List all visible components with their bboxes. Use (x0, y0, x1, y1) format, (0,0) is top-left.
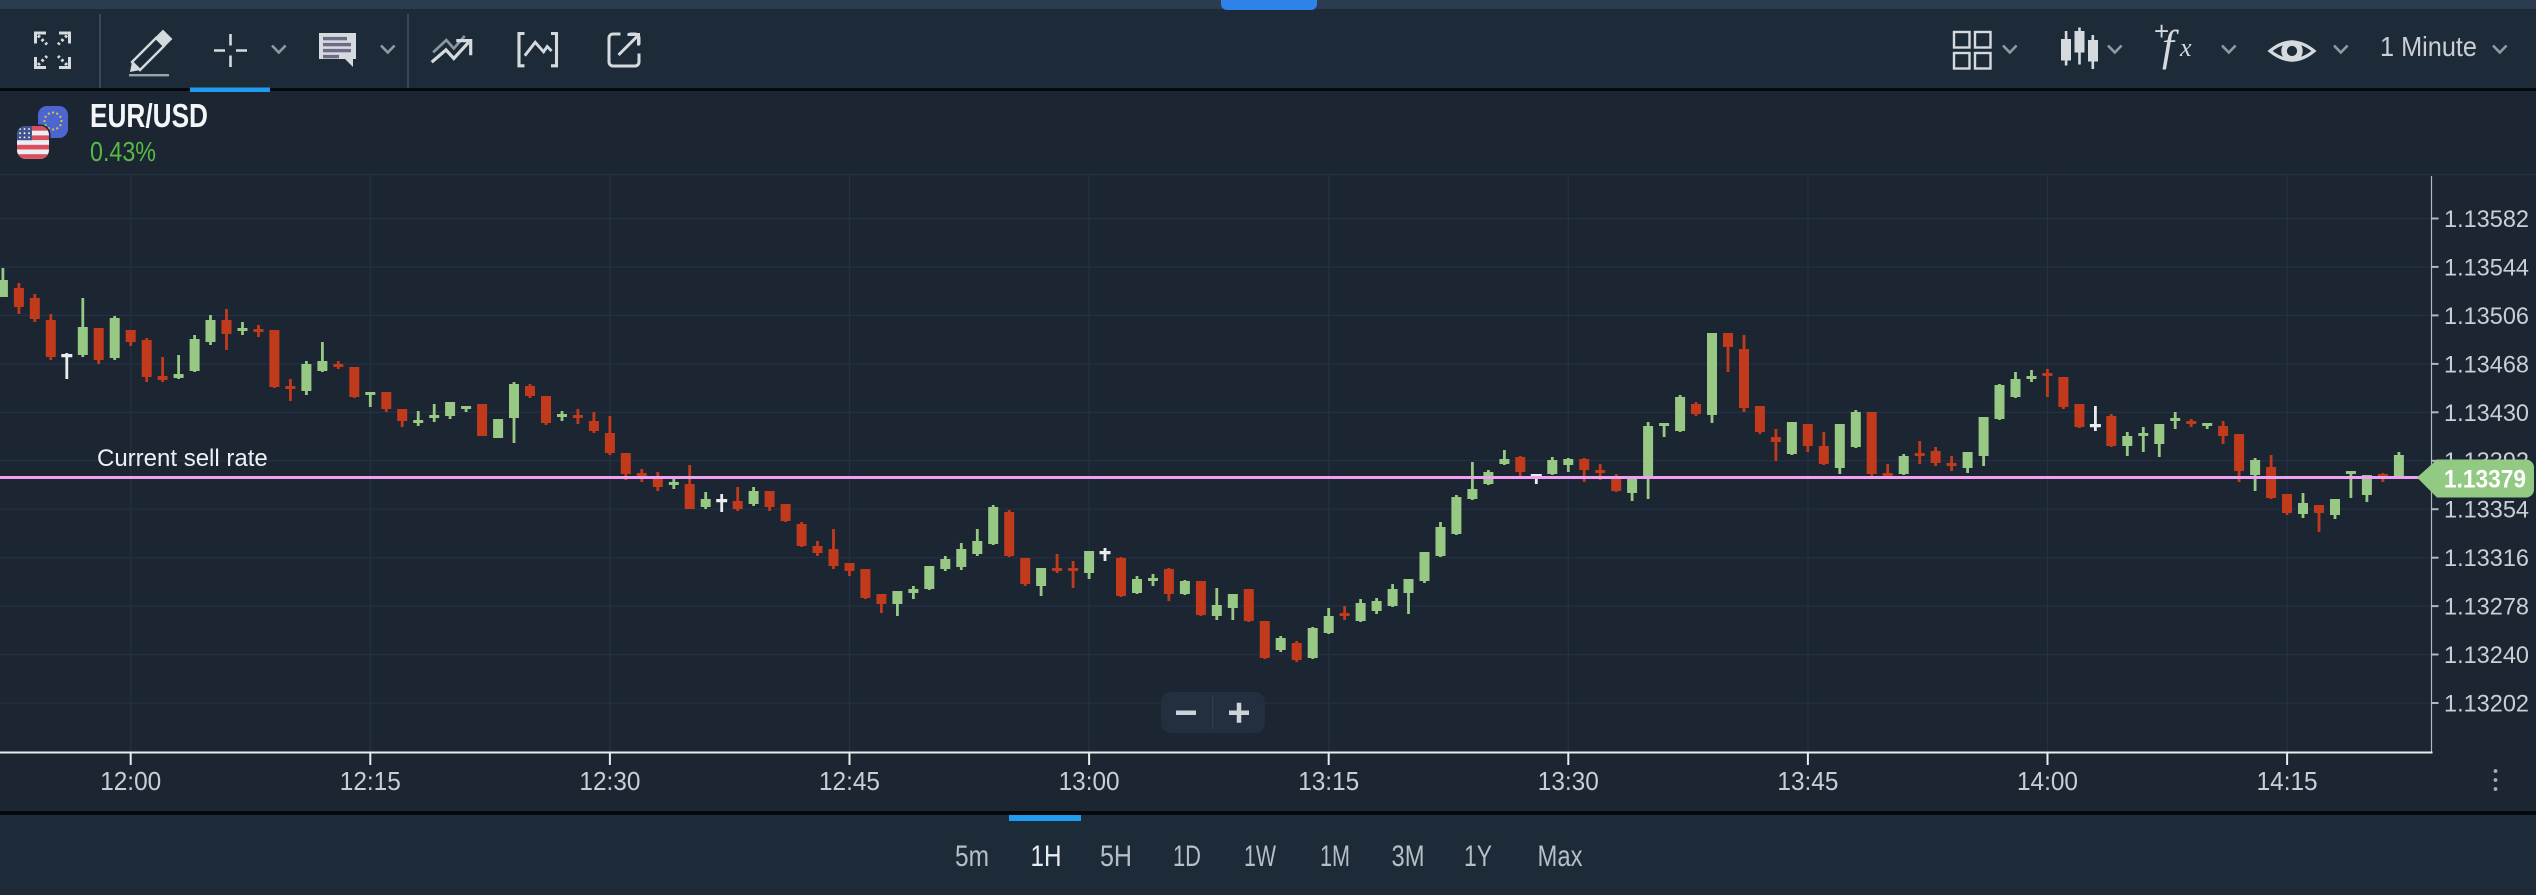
svg-text:5H: 5H (1100, 840, 1132, 873)
svg-text:12:15: 12:15 (340, 766, 401, 796)
svg-text:Max: Max (1538, 840, 1583, 873)
svg-text:13:45: 13:45 (1777, 766, 1838, 796)
svg-text:1 Minute: 1 Minute (2380, 31, 2477, 62)
svg-text:13:00: 13:00 (1059, 766, 1120, 796)
svg-text:13:15: 13:15 (1298, 766, 1359, 796)
svg-text:3M: 3M (1392, 840, 1425, 873)
svg-text:1W: 1W (1244, 840, 1276, 873)
svg-text:1.13430: 1.13430 (2444, 400, 2529, 427)
svg-text:1.13354: 1.13354 (2444, 497, 2529, 524)
svg-text:EUR/USD: EUR/USD (90, 97, 208, 134)
svg-text:1Y: 1Y (1464, 840, 1492, 873)
svg-text:12:45: 12:45 (819, 766, 880, 796)
svg-text:1.13240: 1.13240 (2444, 642, 2529, 669)
svg-text:1D: 1D (1173, 840, 1201, 873)
svg-text:14:15: 14:15 (2257, 766, 2318, 796)
svg-text:0.43%: 0.43% (90, 136, 156, 167)
svg-text:1.13278: 1.13278 (2444, 594, 2529, 621)
svg-text:1.13316: 1.13316 (2444, 545, 2529, 572)
svg-text:1.13202: 1.13202 (2444, 691, 2529, 718)
svg-text:1.13506: 1.13506 (2444, 303, 2529, 330)
svg-text:12:30: 12:30 (579, 766, 640, 796)
svg-text:1H: 1H (1031, 840, 1062, 873)
svg-text:1M: 1M (1320, 840, 1350, 873)
svg-text:1.13379: 1.13379 (2444, 466, 2526, 494)
svg-text:14:00: 14:00 (2017, 766, 2078, 796)
svg-text:1.13582: 1.13582 (2444, 206, 2529, 233)
svg-text:13:30: 13:30 (1538, 766, 1599, 796)
svg-text:1.13544: 1.13544 (2444, 254, 2529, 281)
svg-text:Current sell rate: Current sell rate (97, 445, 268, 472)
svg-text:1.13468: 1.13468 (2444, 351, 2529, 378)
svg-text:12:00: 12:00 (100, 766, 161, 796)
svg-text:+: + (2154, 16, 2169, 46)
svg-text:5m: 5m (955, 840, 989, 873)
svg-text:x: x (2179, 33, 2192, 62)
